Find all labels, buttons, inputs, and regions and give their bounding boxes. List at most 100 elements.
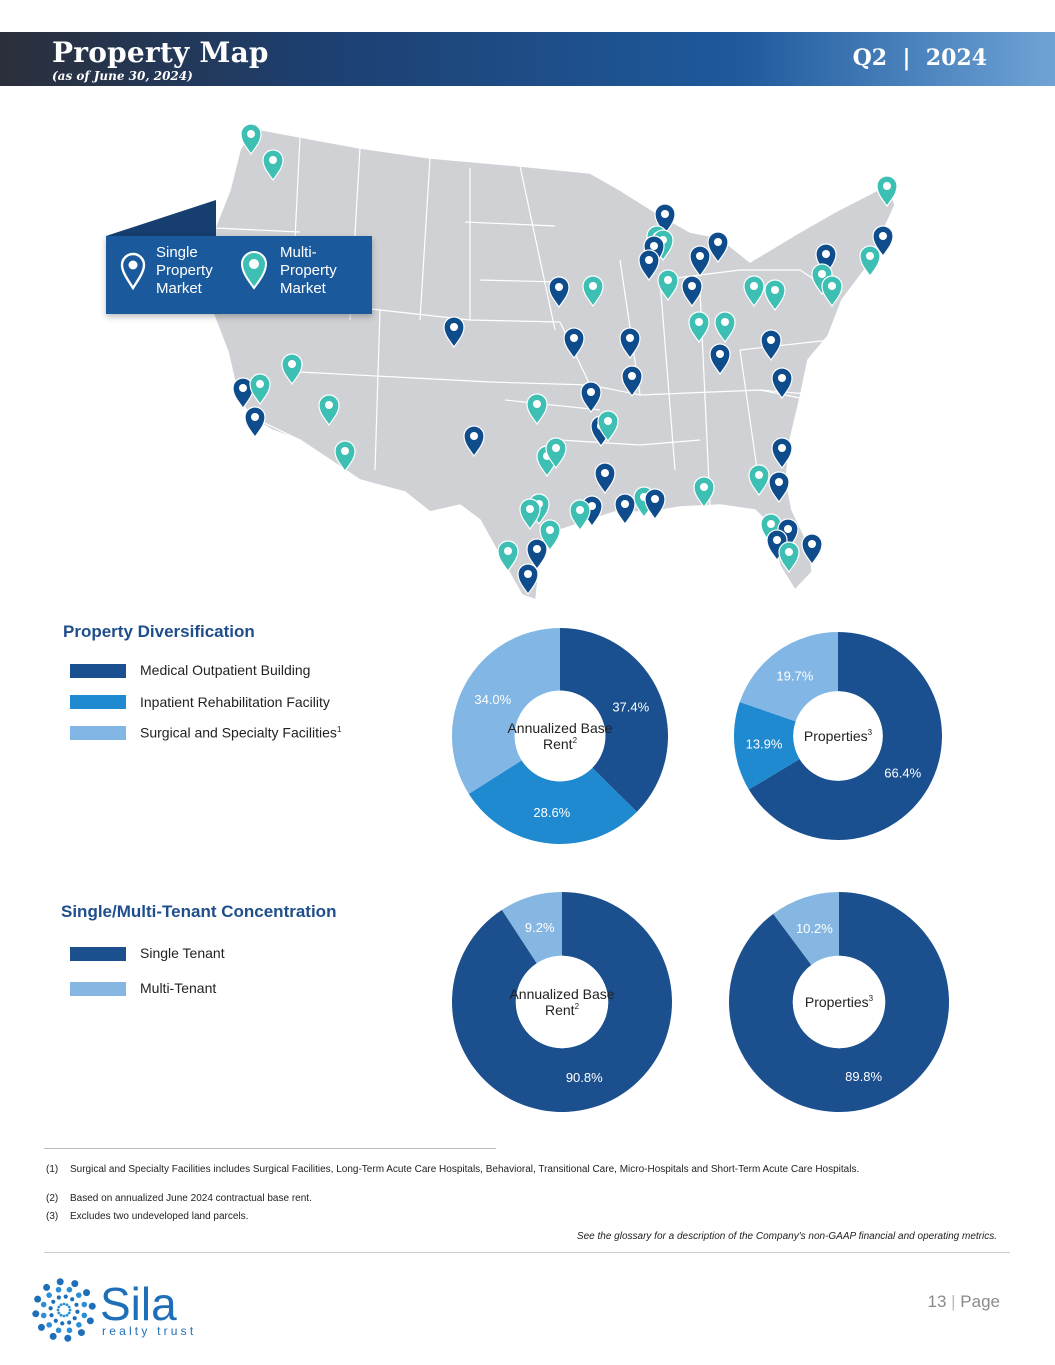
single-property-pin	[644, 488, 666, 521]
multi-property-pin	[743, 275, 765, 308]
single-property-pin-icon	[120, 252, 146, 290]
multi-property-pin	[597, 410, 619, 443]
multi-property-pin	[569, 499, 591, 532]
single-property-pin	[760, 329, 782, 362]
single-property-pin	[681, 275, 703, 308]
single-property-pin	[638, 249, 660, 282]
donut-slice-label: 66.4%	[884, 766, 921, 781]
legend-label-ssf: Surgical and Specialty Facilities1	[140, 724, 342, 741]
donut-properties-by-tenancy: 89.8% 10.2% Properties3	[729, 892, 949, 1112]
multi-property-pin	[545, 437, 567, 470]
single-property-pin	[621, 365, 643, 398]
multi-property-pin	[778, 541, 800, 574]
legend-label-multi-tenant: Multi-Tenant	[140, 980, 217, 996]
donut-slice-label: 28.6%	[533, 805, 570, 820]
single-property-pin	[548, 276, 570, 309]
donut-slice-label: 89.8%	[845, 1069, 882, 1084]
multi-property-pin	[714, 311, 736, 344]
multi-property-pin	[526, 393, 548, 426]
single-property-pin	[872, 225, 894, 258]
legend-tab	[106, 200, 216, 236]
single-property-pin	[244, 406, 266, 439]
single-property-pin	[614, 493, 636, 526]
multi-property-pin	[281, 353, 303, 386]
donut-center-label: Annualized Base	[507, 720, 612, 736]
donut-slice	[739, 632, 838, 722]
donut-slice-label: 19.7%	[776, 668, 813, 683]
single-property-pin	[771, 437, 793, 470]
donut-slice	[452, 892, 672, 1112]
multi-property-pin	[693, 476, 715, 509]
donut-slice	[452, 628, 560, 794]
multi-property-pin	[748, 464, 770, 497]
bottom-rule	[44, 1252, 1010, 1253]
multi-property-pin	[821, 275, 843, 308]
multi-property-pin	[859, 245, 881, 278]
map-pins	[232, 123, 898, 596]
donut-slice	[748, 632, 942, 840]
single-property-pin	[801, 533, 823, 566]
page-number: 13 | Page	[927, 1292, 1000, 1311]
legend-swatch-irf	[70, 695, 126, 709]
single-property-pin	[709, 343, 731, 376]
donut-slice-label: 9.2%	[525, 920, 555, 935]
donut-slice-label: 34.0%	[474, 692, 511, 707]
legend-label-single-tenant: Single Tenant	[140, 945, 225, 961]
page-subtitle: (as of June 30, 2024)	[52, 69, 193, 83]
donut-slice	[734, 702, 800, 790]
multi-property-pin	[497, 540, 519, 573]
single-property-pin	[526, 538, 548, 571]
legend-swatch-mob	[70, 664, 126, 678]
donut-slice	[773, 892, 839, 965]
multi-property-pin	[876, 175, 898, 208]
single-property-pin	[619, 327, 641, 360]
single-property-pin	[771, 367, 793, 400]
glossary-note: See the glossary for a description of th…	[576, 1231, 997, 1242]
donut-center-label: Properties3	[805, 994, 874, 1010]
multi-property-pin	[262, 149, 284, 182]
single-property-pin	[768, 471, 790, 504]
legend-swatch-ssf	[70, 726, 126, 740]
single-property-pin	[707, 231, 729, 264]
logo-wordmark: Sila	[100, 1278, 177, 1330]
us-property-map	[199, 123, 898, 602]
single-property-pin	[563, 327, 585, 360]
page-title: Property Map	[52, 36, 269, 69]
single-property-pin	[689, 245, 711, 278]
multi-property-pin	[519, 498, 541, 531]
donut-center-label: Properties3	[804, 728, 873, 744]
legend-swatch-single-tenant	[70, 947, 126, 961]
map-legend: Single Property Market Multi-Property Ma…	[106, 236, 372, 314]
multi-property-pin	[688, 311, 710, 344]
tenant-heading: Single/Multi-Tenant Concentration	[61, 902, 337, 921]
legend-label-mob: Medical Outpatient Building	[140, 662, 311, 678]
legend-label-irf: Inpatient Rehabilitation Facility	[140, 694, 330, 710]
footnote-rule	[44, 1148, 496, 1149]
multi-property-pin-icon	[240, 251, 268, 290]
sila-logo: Sila realty trust	[32, 1276, 222, 1349]
diversification-heading: Property Diversification	[63, 622, 255, 641]
logo-burst-icon	[32, 1278, 96, 1342]
single-property-pin	[232, 377, 254, 410]
single-property-label: Single Property Market	[156, 244, 213, 297]
donut-center-label: Rent2	[545, 1002, 580, 1018]
single-property-pin	[443, 316, 465, 349]
multi-property-pin	[334, 440, 356, 473]
donut-slice	[729, 892, 949, 1112]
page-header: Property Map (as of June 30, 2024) Q2 | …	[0, 32, 1055, 86]
multi-property-pin	[240, 123, 262, 156]
quarter-label: Q2 | 2024	[852, 45, 987, 71]
donut-slice	[501, 892, 562, 964]
single-property-pin	[517, 563, 539, 596]
multi-property-pin	[582, 275, 604, 308]
donut-center-label: Annualized Base	[509, 986, 614, 1002]
donut-slice-label: 90.8%	[566, 1070, 603, 1085]
legend-swatch-multi-tenant	[70, 982, 126, 996]
donut-slice	[560, 628, 668, 812]
logo-tagline: realty trust	[102, 1324, 196, 1338]
multi-property-pin	[764, 279, 786, 312]
multi-property-pin	[657, 269, 679, 302]
multi-property-pin	[249, 373, 271, 406]
